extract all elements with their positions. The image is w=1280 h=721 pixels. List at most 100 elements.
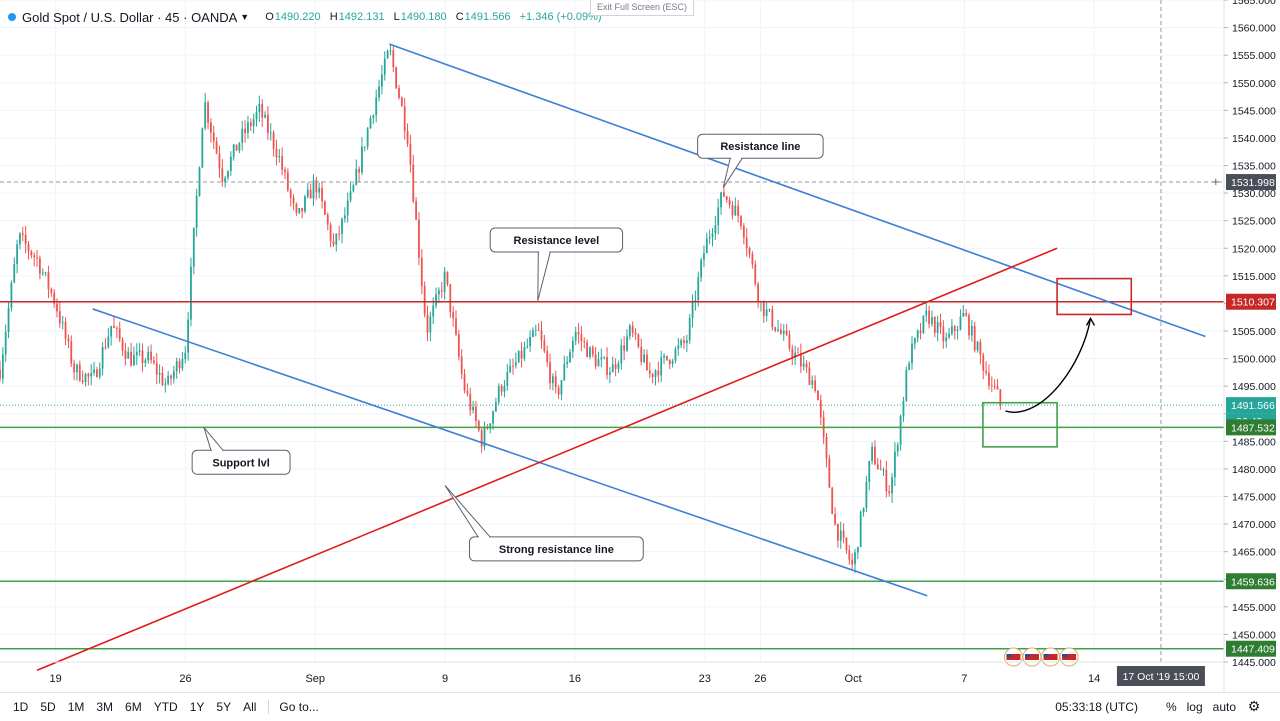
candle-body — [440, 290, 443, 292]
goto-button[interactable]: Go to... — [279, 700, 319, 714]
candle-body — [737, 205, 740, 217]
candle-body — [147, 351, 150, 361]
candle-body — [44, 272, 47, 274]
level-price-label: 1510.307 — [1231, 297, 1275, 309]
candle-body — [993, 386, 996, 387]
candle-body — [552, 376, 554, 384]
candle-body — [546, 351, 549, 363]
candle-body — [651, 373, 654, 378]
candle-body — [543, 340, 546, 352]
price-tick-label: 1450.000 — [1232, 629, 1276, 641]
candle-body — [426, 314, 429, 333]
candle-body — [210, 122, 212, 133]
candle-body — [965, 313, 968, 316]
candle-body — [78, 364, 81, 381]
range-ytd-button[interactable]: YTD — [153, 700, 178, 714]
candle-body — [190, 266, 192, 320]
low-label: L — [393, 11, 400, 23]
candle-body — [238, 142, 241, 151]
log-toggle[interactable]: log — [1186, 700, 1203, 714]
high-value: 1492.131 — [338, 11, 385, 23]
time-tick-label: 16 — [569, 673, 581, 685]
candle-body — [566, 362, 569, 364]
crosshair-time-label: 17 Oct '19 15:00 — [1123, 671, 1200, 683]
candle-body — [603, 356, 606, 358]
candle-body — [999, 389, 1002, 406]
price-tick-label: 1500.000 — [1232, 354, 1276, 366]
time-tick-label: Sep — [305, 673, 325, 685]
candle-body — [375, 97, 378, 116]
callout-text: Resistance line — [720, 141, 800, 153]
range-5y-button[interactable]: 5Y — [216, 700, 232, 714]
candle-body — [740, 216, 742, 226]
price-tick-label: 1545.000 — [1232, 105, 1276, 117]
price-tick-label: 1530.000 — [1232, 188, 1276, 200]
candle-body — [98, 368, 101, 377]
candle-body — [600, 357, 603, 360]
candle-body — [241, 128, 244, 143]
range-1d-button[interactable]: 1D — [13, 700, 29, 714]
candle-body — [355, 168, 358, 185]
candle-body — [768, 309, 771, 311]
candle-body — [457, 334, 460, 357]
candle-body — [64, 322, 67, 339]
candle-body — [432, 305, 435, 317]
candle-body — [261, 103, 264, 118]
level-price-label-bg — [1226, 419, 1276, 436]
candle-body — [229, 156, 232, 171]
candle-body — [378, 86, 380, 98]
candle-body — [332, 241, 335, 245]
candle-body — [646, 354, 648, 371]
candle-body — [785, 330, 788, 335]
auto-toggle[interactable]: auto — [1212, 700, 1236, 714]
chevron-down-icon[interactable]: ▼ — [240, 12, 250, 22]
percent-toggle[interactable]: % — [1165, 700, 1177, 714]
symbol-title[interactable]: Gold Spot / U.S. Dollar · 45 · OANDA — [22, 9, 238, 25]
candle-body — [215, 141, 218, 154]
candle-body — [540, 330, 543, 341]
range-6m-button[interactable]: 6M — [125, 700, 142, 714]
candle-body — [27, 244, 30, 252]
candle-body — [982, 354, 985, 371]
candle-body — [429, 316, 432, 333]
candle-body — [563, 363, 566, 381]
range-5d-button[interactable]: 5D — [40, 700, 56, 714]
range-3m-button[interactable]: 3M — [96, 700, 114, 714]
candle-body — [224, 177, 227, 182]
candle-body — [894, 451, 896, 478]
range-all-button[interactable]: All — [243, 700, 257, 714]
crosshair-time-bg — [1116, 666, 1205, 686]
range-1y-button[interactable]: 1Y — [189, 700, 205, 714]
price-chart[interactable]: Resistance line Resistance level Support l… — [0, 0, 1280, 692]
candle-body — [326, 214, 329, 225]
time-tick-label: 26 — [179, 673, 191, 685]
candle-body — [61, 322, 64, 324]
price-tick-label: 1465.000 — [1232, 547, 1276, 559]
gear-icon[interactable]: ⚙ — [1247, 698, 1261, 714]
zone-box — [1056, 277, 1133, 316]
utc-clock[interactable]: 05:33:18 (UTC) — [1055, 700, 1138, 714]
economic-events — [1003, 647, 1079, 667]
candle-body — [788, 334, 791, 349]
candle-body — [76, 364, 78, 373]
candle-body — [913, 338, 916, 344]
candle-body — [292, 197, 295, 204]
candle-body — [423, 286, 426, 315]
candle-body — [207, 102, 209, 123]
price-tick-label: 1565.000 — [1232, 0, 1276, 7]
candle-body — [817, 390, 819, 401]
range-1m-button[interactable]: 1M — [67, 700, 85, 714]
event-flag-stripe — [1006, 654, 1021, 660]
candle-body — [244, 128, 246, 134]
candle-body — [284, 169, 286, 173]
candle-body — [532, 330, 534, 337]
candle-body — [170, 375, 172, 379]
candle-body — [352, 184, 355, 192]
candle-body — [343, 215, 346, 219]
candle-body — [192, 227, 195, 267]
candle-body — [312, 180, 315, 199]
candle-body — [93, 369, 95, 373]
candle-body — [124, 350, 127, 359]
exit-fullscreen-button[interactable]: Exit Full Screen (ESC) — [590, 0, 695, 16]
candle-body — [896, 444, 899, 452]
